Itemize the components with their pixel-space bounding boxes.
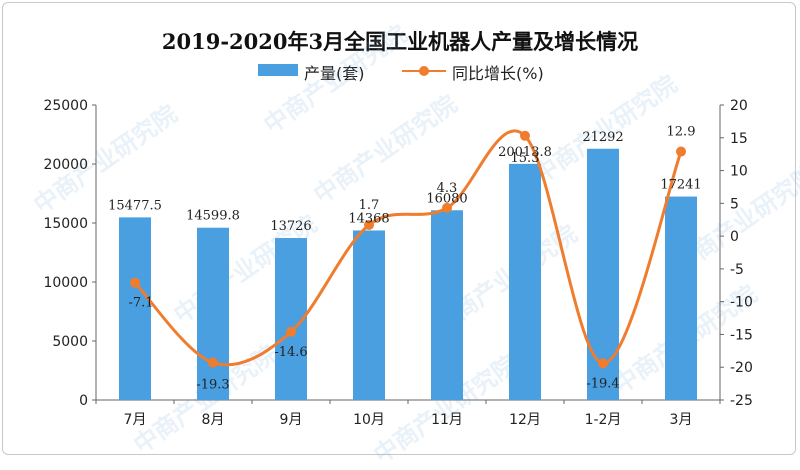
bar-data-label: 15477.5	[108, 198, 162, 213]
legend-line-label: 同比增长(%)	[452, 64, 544, 83]
line-data-label: -7.1	[128, 296, 153, 311]
line-data-label: 15.3	[511, 151, 540, 166]
growth-point	[676, 146, 686, 157]
bar-data-label: 17241	[660, 178, 701, 193]
line-data-label: -19.3	[196, 378, 229, 393]
bar	[119, 217, 151, 400]
x-tick-label: 12月	[509, 412, 541, 428]
growth-point	[442, 202, 452, 213]
line-data-label: 4.3	[437, 181, 458, 196]
y-right-tick-label: 10	[730, 164, 748, 180]
x-tick-label: 7月	[124, 412, 147, 428]
y-left-tick-label: 5000	[52, 334, 88, 350]
bar-data-label: 14599.8	[186, 209, 240, 224]
chart-svg: 0 5000 10000 15000 20000 25000 -25 -20 -15 -10 -5 0…	[43, 98, 753, 428]
legend-bar-swatch	[258, 64, 298, 76]
bar-data-label: 20013.8	[498, 145, 552, 160]
growth-point	[286, 326, 296, 337]
x-tick-label: 10月	[353, 412, 385, 428]
legend-bar-label: 产量(套)	[304, 64, 365, 83]
x-tick-label: 3月	[670, 412, 693, 428]
y-left-tick-label: 10000	[43, 275, 88, 291]
growth-point	[598, 358, 608, 369]
y-left-tick-label: 0	[79, 393, 88, 409]
legend-line-marker	[419, 66, 429, 76]
growth-point	[364, 219, 374, 230]
growth-point	[208, 357, 218, 368]
bar	[353, 230, 385, 400]
bar	[431, 210, 463, 400]
y-right-tick-label: 5	[730, 196, 739, 212]
y-left-tick-label: 25000	[43, 98, 88, 114]
bar	[587, 148, 619, 400]
growth-point	[130, 277, 140, 288]
y-right-tick-label: -20	[730, 360, 753, 376]
line-data-label: 12.9	[667, 125, 696, 140]
line-data-label: -14.6	[274, 345, 307, 360]
y-right-tick-label: -15	[730, 327, 753, 343]
y-left-tick-label: 15000	[43, 216, 88, 232]
line-data-label: 1.7	[359, 198, 380, 213]
bar-data-label: 14368	[348, 211, 389, 226]
x-tick-label: 9月	[280, 412, 303, 428]
chart-title: 2019-2020年3月全国工业机器人产量及增长情况	[161, 29, 639, 54]
bar-data-label: 21292	[582, 130, 623, 145]
y-left-tick-label: 20000	[43, 157, 88, 173]
y-right-tick-label: -25	[730, 393, 753, 409]
x-tick-label: 1-2月	[585, 412, 622, 428]
x-tick-label: 8月	[202, 412, 225, 428]
growth-point	[520, 130, 530, 141]
bar	[509, 163, 541, 400]
y-right-tick-label: 15	[730, 131, 748, 147]
bar	[197, 227, 229, 400]
y-right-tick-label: -5	[730, 262, 744, 278]
bar-data-label: 13726	[270, 219, 311, 234]
y-right-tick-label: 0	[730, 229, 739, 245]
bar	[665, 196, 697, 400]
bar-data-label: 16080	[426, 191, 467, 206]
line-data-label: -19.4	[586, 376, 619, 391]
y-right-tick-label: -10	[730, 295, 753, 311]
x-tick-label: 11月	[431, 412, 463, 428]
y-right-tick-label: 20	[730, 98, 748, 114]
